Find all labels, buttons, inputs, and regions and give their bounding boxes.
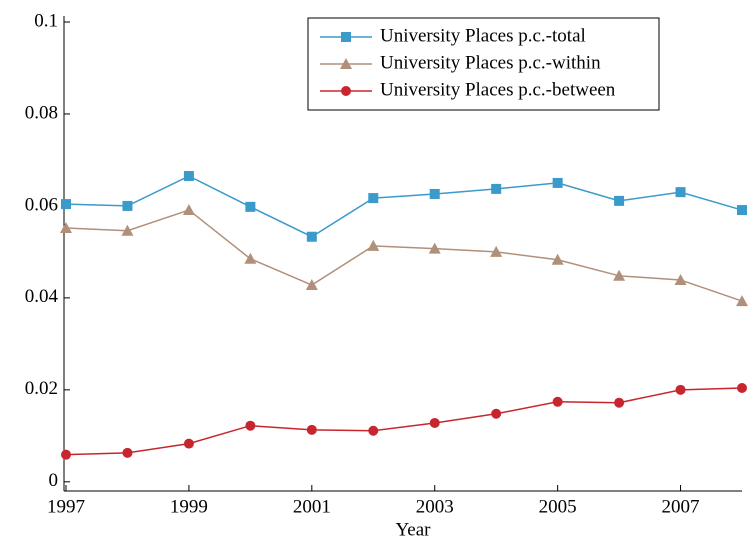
marker (122, 200, 133, 211)
marker (306, 424, 317, 435)
marker (341, 32, 351, 42)
y-tick-label: 0.04 (25, 286, 59, 307)
x-tick-label: 2007 (662, 496, 700, 517)
marker (614, 397, 625, 408)
series-line (65, 175, 743, 238)
legend-label: University Places p.c.-within (380, 52, 601, 73)
marker (245, 420, 256, 431)
marker (428, 242, 441, 254)
marker (675, 187, 686, 198)
marker (429, 188, 440, 199)
marker (183, 171, 194, 182)
x-tick-label: 2005 (539, 496, 577, 517)
marker (244, 252, 257, 264)
marker (60, 221, 72, 233)
marker (491, 183, 502, 194)
marker (552, 177, 563, 188)
marker (737, 383, 747, 394)
x-tick-label: 2001 (293, 496, 331, 517)
y-tick-label: 0.08 (25, 102, 58, 123)
marker (613, 269, 626, 281)
marker (61, 199, 71, 210)
series-line (65, 387, 743, 456)
marker (367, 239, 380, 251)
x-axis-label: Year (395, 519, 431, 540)
x-tick-label: 2003 (416, 496, 454, 517)
marker (245, 201, 256, 212)
marker (340, 58, 352, 69)
marker (736, 295, 748, 307)
y-tick-label: 0 (49, 470, 59, 491)
marker (614, 195, 625, 206)
marker (182, 204, 195, 216)
series-line (65, 209, 743, 302)
marker (368, 193, 379, 204)
marker (490, 245, 503, 257)
legend-label: University Places p.c.-total (380, 25, 586, 46)
y-tick-label: 0.02 (25, 378, 58, 399)
x-tick-label: 1999 (170, 496, 208, 517)
marker (491, 408, 502, 419)
marker (341, 86, 351, 96)
legend-label: University Places p.c.-between (380, 79, 616, 100)
marker (674, 273, 687, 285)
marker (121, 224, 134, 236)
marker (183, 438, 194, 449)
marker (552, 396, 563, 407)
x-tick-label: 1997 (47, 496, 85, 517)
marker (122, 447, 133, 458)
marker (675, 384, 686, 395)
marker (368, 425, 379, 436)
y-tick-label: 0.1 (34, 10, 58, 31)
marker (737, 205, 747, 216)
marker (306, 231, 317, 242)
legend: University Places p.c.-total University P… (307, 17, 660, 111)
marker (61, 449, 71, 460)
marker (305, 279, 318, 291)
y-tick-label: 0.06 (25, 194, 58, 215)
marker (551, 253, 564, 265)
marker (429, 417, 440, 428)
